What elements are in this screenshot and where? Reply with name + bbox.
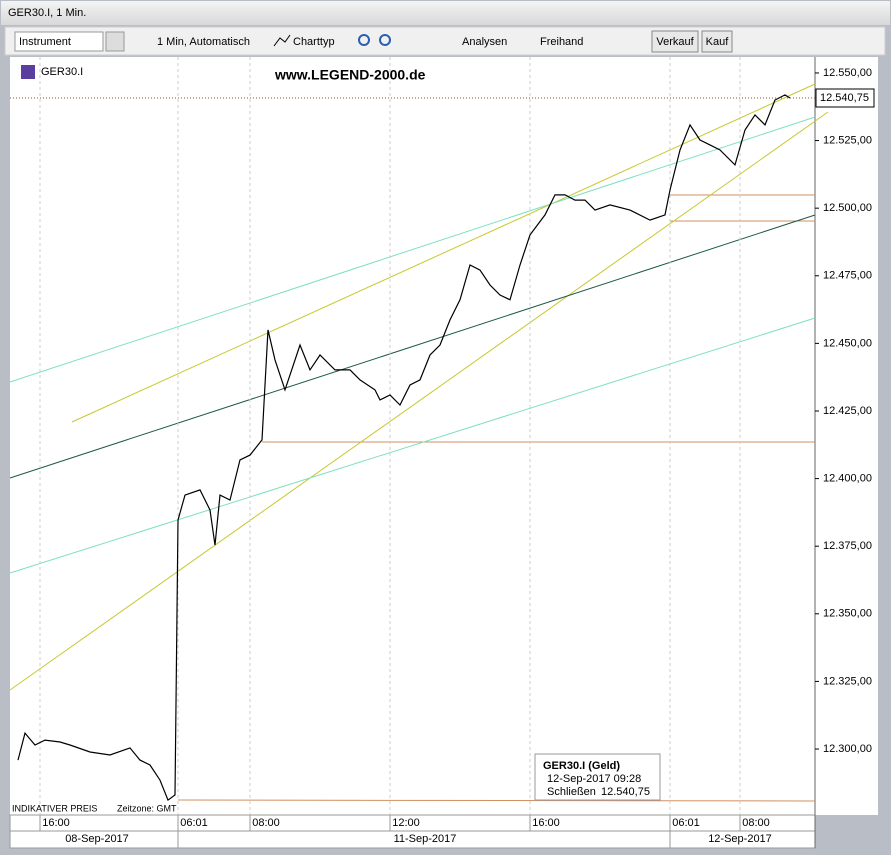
y-tick-label: 12.300,00: [823, 743, 872, 755]
level-line: [177, 799, 816, 802]
kauf-button[interactable]: [701, 30, 733, 53]
y-tick-label: 12.525,00: [823, 134, 872, 146]
interval-dropdown[interactable]: 1 Min, Automatisch: [157, 36, 250, 48]
symbol-label[interactable]: GER30.I: [41, 66, 83, 78]
date-label: 12-Sep-2017: [708, 833, 772, 845]
info-title: GER30.I (Geld): [543, 760, 620, 772]
price-note: INDIKATIVER PREIS: [12, 803, 97, 813]
instrument-input[interactable]: [14, 31, 104, 52]
y-tick-label: 12.400,00: [823, 472, 872, 484]
x-tick-label: 06:01: [180, 817, 208, 829]
charttype-icon: [273, 34, 291, 47]
plot-area: [10, 57, 815, 815]
y-tick-label: 12.425,00: [823, 405, 872, 417]
x-tick-label: 16:00: [532, 817, 560, 829]
trend-channel: [9, 111, 829, 691]
last-price-box: [815, 88, 875, 108]
y-tick-label: 12.475,00: [823, 270, 872, 282]
charttype-dropdown[interactable]: Charttyp: [293, 36, 335, 48]
x-tick-label: 08:00: [252, 817, 280, 829]
date-label: 08-Sep-2017: [65, 833, 129, 845]
y-tick-label: 12.350,00: [823, 608, 872, 620]
instrument-placeholder: Instrument: [19, 36, 71, 48]
instrument-button[interactable]: [105, 31, 125, 52]
y-axis-area: [815, 57, 878, 815]
x-tick-label: 08:00: [742, 817, 770, 829]
info-box: [534, 753, 661, 801]
y-tick-label: 12.550,00: [823, 67, 872, 79]
zoom-in[interactable]: [358, 34, 370, 46]
watermark: www.LEGEND-2000.de: [274, 67, 426, 83]
x-tick-label: 06:01: [672, 817, 700, 829]
regression-center: [9, 214, 816, 479]
y-tick-label: 12.325,00: [823, 675, 872, 687]
date-label: 11-Sep-2017: [394, 833, 457, 845]
analysen-dropdown[interactable]: Analysen: [462, 36, 507, 48]
plot-layer: [9, 57, 829, 815]
kauf-label: Kauf: [706, 36, 730, 48]
regression-line: [9, 116, 816, 383]
x-tick-label: 12:00: [392, 817, 420, 829]
freihand-dropdown[interactable]: Freihand: [540, 36, 583, 48]
cfd-icon: [21, 65, 35, 79]
last-price-label: 12.540,75: [820, 92, 869, 104]
verkauf-button[interactable]: [651, 30, 699, 53]
y-tick-label: 12.375,00: [823, 540, 872, 552]
toolbar: [4, 26, 886, 56]
zoom-out[interactable]: [379, 34, 391, 46]
info-close-label: Schließen: [547, 786, 596, 798]
title-bar: [1, 1, 890, 25]
price-line: [17, 94, 791, 802]
regression-line: [9, 317, 816, 574]
y-tick-label: 12.500,00: [823, 202, 872, 214]
info-time: 12-Sep-2017 09:28: [547, 773, 641, 785]
timezone: Zeitzone: GMT: [117, 803, 177, 813]
window-title: GER30.I, 1 Min.: [8, 7, 86, 19]
y-tick-label: 12.450,00: [823, 337, 872, 349]
info-close-value: 12.540,75: [601, 786, 650, 798]
verkauf-label: Verkauf: [656, 36, 694, 48]
x-tick-label: 16:00: [42, 817, 70, 829]
trend-channel: [71, 83, 816, 423]
